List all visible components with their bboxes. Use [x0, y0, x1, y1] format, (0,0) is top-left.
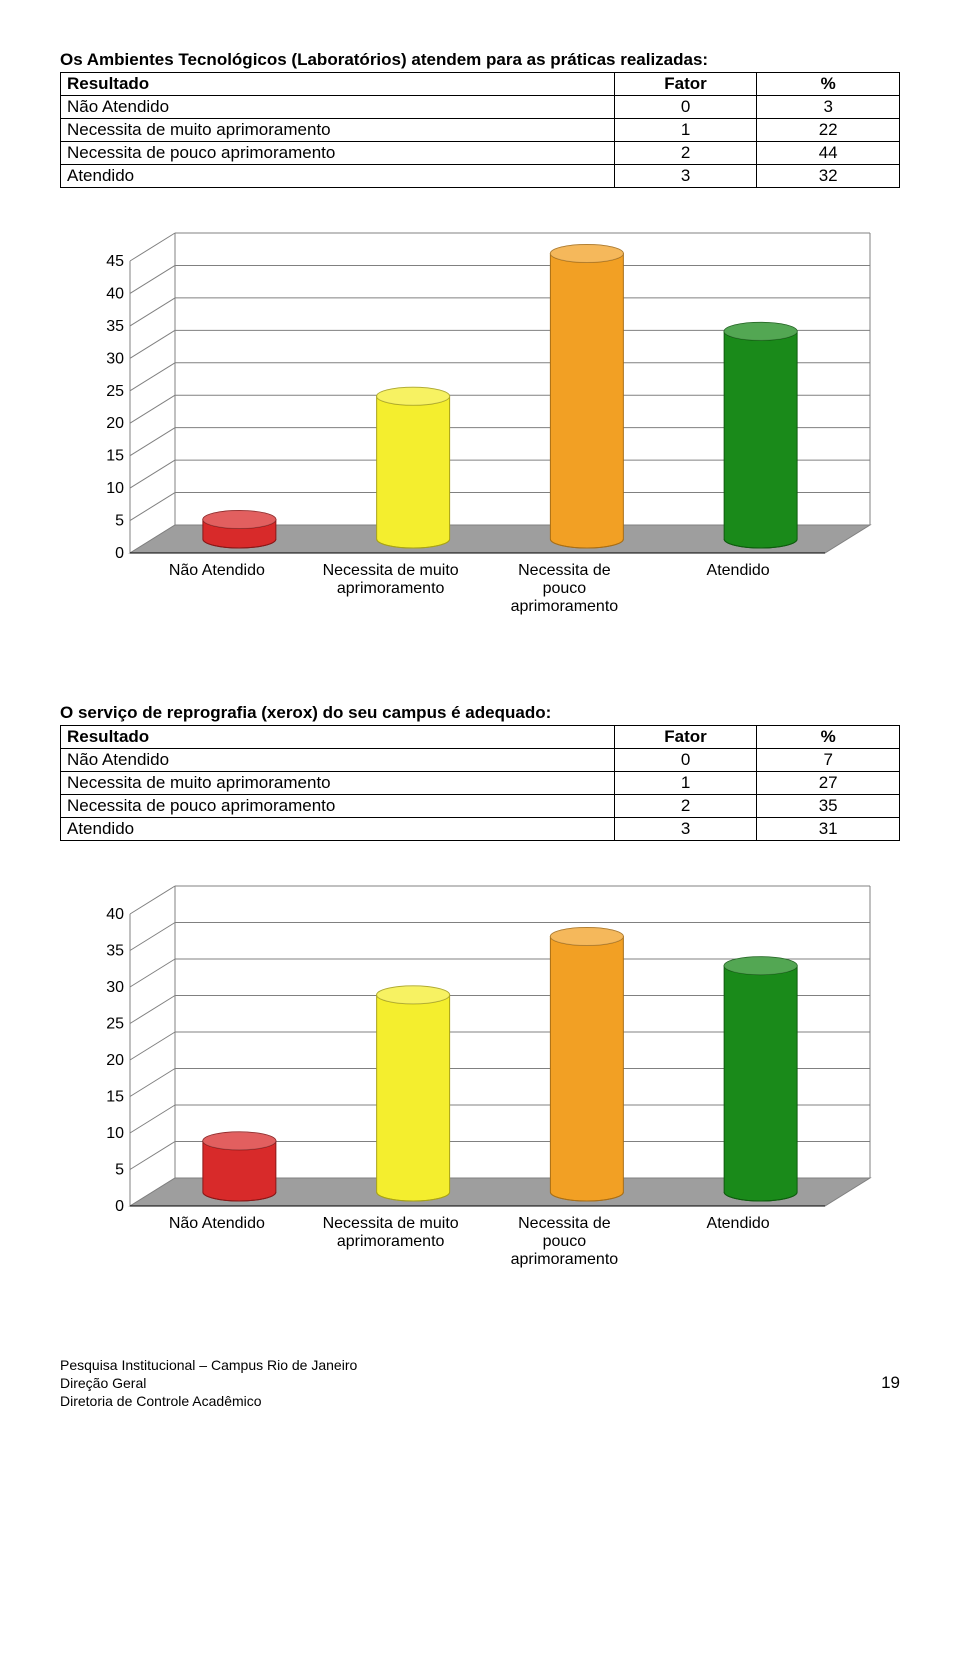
- svg-text:Não Atendido: Não Atendido: [169, 562, 265, 579]
- cell-factor: 2: [614, 142, 757, 165]
- th-pct: %: [757, 73, 900, 96]
- chart2-svg: 0 5 10 15 20 25 30 35 40 Não Atendido Necessita de…: [70, 871, 890, 1291]
- svg-text:20: 20: [106, 1052, 124, 1069]
- table-1: Resultado Fator % Não Atendido 0 3 Neces…: [60, 72, 900, 188]
- cell-pct: 22: [757, 119, 900, 142]
- svg-text:Atendido: Atendido: [707, 562, 770, 579]
- section2-title: O serviço de reprografia (xerox) do seu …: [60, 703, 900, 723]
- cell-label: Necessita de pouco aprimoramento: [61, 795, 615, 818]
- cell-label: Atendido: [61, 818, 615, 841]
- table-row: Necessita de muito aprimoramento 1 22: [61, 119, 900, 142]
- table-row: Atendido 3 31: [61, 818, 900, 841]
- svg-text:aprimoramento: aprimoramento: [511, 1251, 619, 1268]
- svg-text:20: 20: [106, 415, 124, 432]
- svg-text:Necessita de muito: Necessita de muito: [323, 1215, 459, 1232]
- cell-factor: 3: [614, 165, 757, 188]
- svg-text:Atendido: Atendido: [707, 1215, 770, 1232]
- table-row: Não Atendido 0 3: [61, 96, 900, 119]
- th-resultado: Resultado: [61, 73, 615, 96]
- svg-text:aprimoramento: aprimoramento: [511, 598, 619, 615]
- table-row: Necessita de pouco aprimoramento 2 35: [61, 795, 900, 818]
- th-fator: Fator: [614, 73, 757, 96]
- table-header-row: Resultado Fator %: [61, 73, 900, 96]
- footer-line3: Diretoria de Controle Acadêmico: [60, 1392, 357, 1410]
- svg-text:0: 0: [115, 545, 124, 562]
- th-pct: %: [757, 726, 900, 749]
- svg-text:15: 15: [106, 1089, 124, 1106]
- footer-line2: Direção Geral: [60, 1374, 357, 1392]
- cell-factor: 3: [614, 818, 757, 841]
- table-row: Atendido 3 32: [61, 165, 900, 188]
- svg-text:pouco: pouco: [543, 1233, 587, 1250]
- page-footer: Pesquisa Institucional – Campus Rio de J…: [60, 1356, 900, 1411]
- th-resultado: Resultado: [61, 726, 615, 749]
- svg-text:35: 35: [106, 318, 124, 335]
- cell-factor: 1: [614, 772, 757, 795]
- svg-text:40: 40: [106, 285, 124, 302]
- chart1-svg: 0 5 10 15 20 25 30 35 40 45 Não Atendido Necessita …: [70, 218, 890, 638]
- svg-text:10: 10: [106, 1125, 124, 1142]
- svg-text:35: 35: [106, 943, 124, 960]
- svg-text:5: 5: [115, 1162, 124, 1179]
- cell-label: Não Atendido: [61, 96, 615, 119]
- table-header-row: Resultado Fator %: [61, 726, 900, 749]
- svg-text:25: 25: [106, 383, 124, 400]
- cell-label: Necessita de pouco aprimoramento: [61, 142, 615, 165]
- cell-pct: 44: [757, 142, 900, 165]
- table-row: Não Atendido 0 7: [61, 749, 900, 772]
- cell-factor: 1: [614, 119, 757, 142]
- svg-text:30: 30: [106, 350, 124, 367]
- cell-factor: 0: [614, 96, 757, 119]
- svg-text:Necessita de: Necessita de: [518, 562, 611, 579]
- svg-text:aprimoramento: aprimoramento: [337, 1233, 445, 1250]
- cell-label: Necessita de muito aprimoramento: [61, 119, 615, 142]
- chart-1: 0 5 10 15 20 25 30 35 40 45 Não Atendido Necessita …: [70, 218, 890, 643]
- svg-text:Necessita de muito: Necessita de muito: [323, 562, 459, 579]
- svg-text:30: 30: [106, 979, 124, 996]
- svg-text:pouco: pouco: [543, 580, 587, 597]
- cell-factor: 2: [614, 795, 757, 818]
- cell-label: Não Atendido: [61, 749, 615, 772]
- cell-pct: 3: [757, 96, 900, 119]
- chart-2: 0 5 10 15 20 25 30 35 40 Não Atendido Necessita de…: [70, 871, 890, 1296]
- th-fator: Fator: [614, 726, 757, 749]
- svg-text:0: 0: [115, 1198, 124, 1215]
- cell-pct: 27: [757, 772, 900, 795]
- footer-line1: Pesquisa Institucional – Campus Rio de J…: [60, 1356, 357, 1374]
- cell-pct: 35: [757, 795, 900, 818]
- cell-pct: 31: [757, 818, 900, 841]
- table-row: Necessita de muito aprimoramento 1 27: [61, 772, 900, 795]
- cell-factor: 0: [614, 749, 757, 772]
- svg-text:40: 40: [106, 906, 124, 923]
- cell-pct: 7: [757, 749, 900, 772]
- svg-text:10: 10: [106, 480, 124, 497]
- svg-text:25: 25: [106, 1016, 124, 1033]
- svg-text:5: 5: [115, 513, 124, 530]
- section1-title: Os Ambientes Tecnológicos (Laboratórios)…: [60, 50, 900, 70]
- svg-text:Não Atendido: Não Atendido: [169, 1215, 265, 1232]
- svg-text:45: 45: [106, 253, 124, 270]
- cell-label: Necessita de muito aprimoramento: [61, 772, 615, 795]
- cell-pct: 32: [757, 165, 900, 188]
- page-number: 19: [881, 1373, 900, 1393]
- cell-label: Atendido: [61, 165, 615, 188]
- table-row: Necessita de pouco aprimoramento 2 44: [61, 142, 900, 165]
- svg-text:aprimoramento: aprimoramento: [337, 580, 445, 597]
- svg-text:15: 15: [106, 448, 124, 465]
- svg-text:Necessita de: Necessita de: [518, 1215, 611, 1232]
- table-2: Resultado Fator % Não Atendido 0 7 Neces…: [60, 725, 900, 841]
